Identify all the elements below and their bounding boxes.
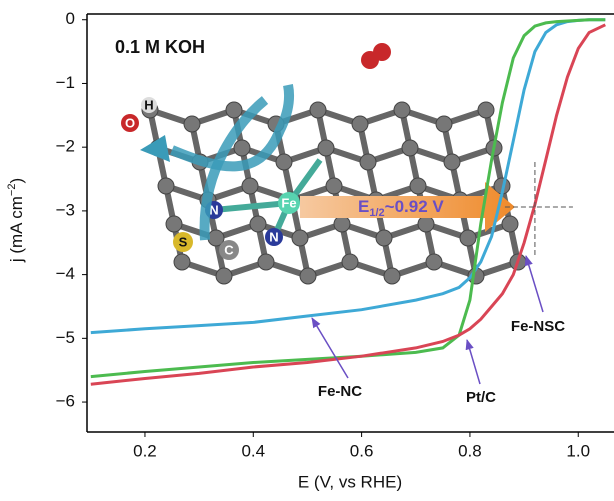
carbon-atom	[394, 102, 410, 118]
atom-label: Fe	[281, 195, 296, 210]
carbon-atom	[444, 154, 460, 170]
annotation-arrow	[526, 256, 543, 312]
y-tick-label: −6	[56, 392, 75, 411]
carbon-atom	[234, 140, 250, 156]
carbon-atom	[410, 178, 426, 194]
carbon-atom	[250, 216, 266, 232]
carbon-atom	[478, 102, 494, 118]
y-tick-label: −4	[56, 264, 75, 283]
atom-label: N	[269, 229, 278, 244]
half-wave-value: ~0.92 V	[385, 197, 445, 216]
carbon-atom	[460, 230, 476, 246]
carbon-atom	[376, 230, 392, 246]
half-wave-e: E	[358, 197, 369, 216]
x-tick-label: 0.6	[350, 441, 374, 460]
carbon-atom	[326, 178, 342, 194]
carbon-atom	[258, 254, 274, 270]
atom-label: O	[125, 115, 135, 130]
half-wave-sub: 1/2	[369, 207, 384, 219]
carbon-atom	[226, 102, 242, 118]
y-tick-label: −2	[56, 137, 75, 156]
carbon-atom	[184, 116, 200, 132]
x-tick-label: 0.8	[458, 441, 482, 460]
series-label: Pt/C	[466, 389, 496, 406]
y-label-main: j (mA cm	[7, 196, 26, 263]
carbon-atom	[158, 178, 174, 194]
electrolyte-label: 0.1 M KOH	[115, 37, 205, 57]
atom-label: S	[179, 234, 188, 249]
series-label: Fe-NC	[318, 383, 362, 400]
carbon-atom	[384, 268, 400, 284]
oxygen-atom	[373, 43, 391, 61]
carbon-atom	[426, 254, 442, 270]
carbon-atom	[502, 216, 518, 232]
series-label: Fe-NSC	[511, 318, 565, 335]
carbon-atom	[310, 102, 326, 118]
annotation-arrow	[312, 318, 348, 378]
carbon-atom	[334, 216, 350, 232]
carbon-atom	[242, 178, 258, 194]
y-tick-label: −5	[56, 328, 75, 347]
carbon-atom	[318, 140, 334, 156]
x-tick-label: 0.4	[241, 441, 265, 460]
atom-label: H	[144, 97, 153, 112]
series-line	[91, 20, 606, 333]
carbon-atom	[166, 216, 182, 232]
y-tick-label: −3	[56, 200, 75, 219]
carbon-atom	[352, 116, 368, 132]
carbon-atom	[276, 154, 292, 170]
chart: FeNNSCOH 0.1 M KOH E1/2~0.92 V j (mA cm−…	[0, 0, 614, 496]
y-tick-label: −1	[56, 73, 75, 92]
carbon-atom	[216, 268, 232, 284]
y-label-sup: −2	[6, 184, 18, 197]
atom-label: C	[224, 242, 234, 257]
carbon-atom	[402, 140, 418, 156]
y-label-end: )	[7, 178, 26, 184]
carbon-atom	[342, 254, 358, 270]
carbon-atom	[418, 216, 434, 232]
carbon-atom	[360, 154, 376, 170]
bond	[214, 203, 289, 210]
x-tick-label: 0.2	[133, 441, 157, 460]
carbon-atom	[300, 268, 316, 284]
x-axis-label: E (V, vs RHE)	[298, 472, 402, 491]
y-axis-label: j (mA cm−2)	[6, 178, 27, 263]
carbon-atom	[174, 254, 190, 270]
y-tick-label: 0	[66, 9, 75, 28]
annotation-arrow	[467, 340, 480, 384]
carbon-atom	[292, 230, 308, 246]
x-tick-label: 1.0	[566, 441, 590, 460]
carbon-atom	[436, 116, 452, 132]
